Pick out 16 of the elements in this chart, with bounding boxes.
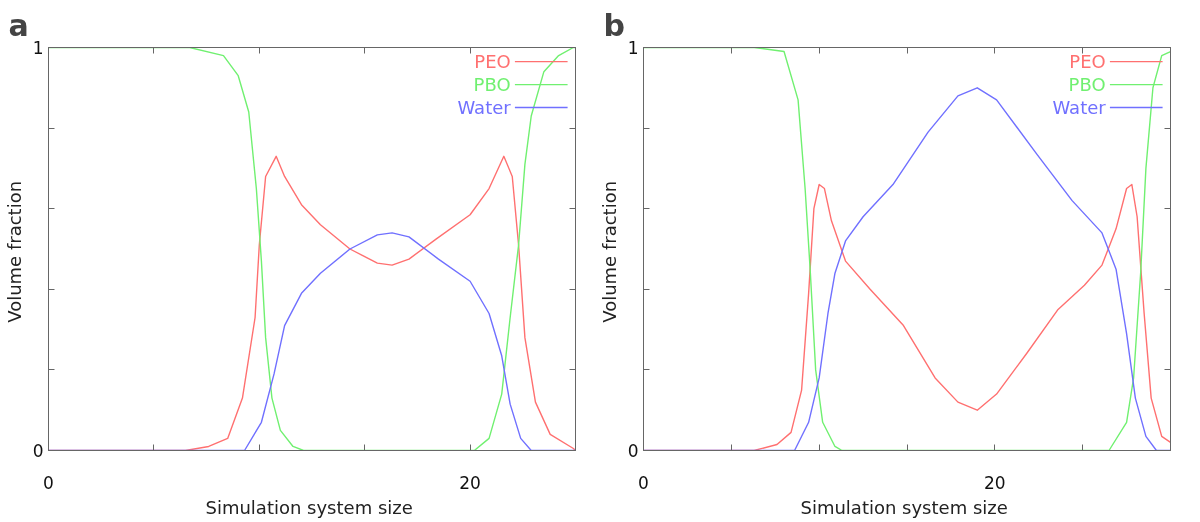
x-tick-label: 20	[459, 472, 481, 493]
y-axis-title: Volume fraction	[598, 180, 620, 323]
x-axis-title: Simulation system size	[205, 496, 413, 518]
legend-label: PEO	[474, 51, 511, 73]
legend-label: PBO	[473, 74, 511, 96]
chart-title: b	[603, 7, 625, 43]
y-tick-label: 1	[627, 38, 639, 58]
x-tick-label: 20	[984, 472, 1006, 493]
y-axis-title: Volume fraction	[3, 180, 25, 323]
legend-label: PEO	[1069, 51, 1106, 73]
chart-title: a	[8, 7, 29, 43]
x-axis-title: Simulation system size	[800, 496, 1008, 518]
legend-label: Water	[1052, 97, 1107, 119]
y-tick-label: 1	[32, 38, 44, 58]
legend-label: PBO	[1068, 74, 1106, 96]
legend-label: Water	[457, 97, 512, 119]
